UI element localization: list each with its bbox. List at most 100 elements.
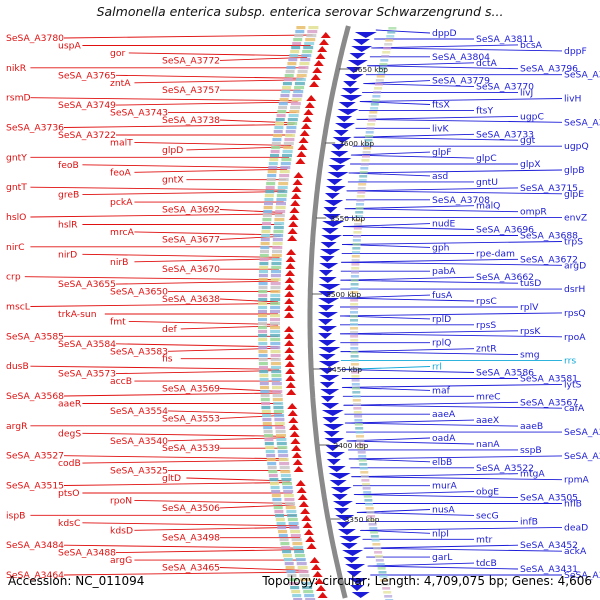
genome-backbone-arc xyxy=(307,25,351,599)
feature-track-a xyxy=(293,598,303,600)
label-connector xyxy=(368,565,519,570)
gene-label-nirc: nirC xyxy=(6,242,25,253)
feature-track-c xyxy=(367,119,376,122)
gene-arrow-right xyxy=(350,585,364,591)
gene-label-asd: asd xyxy=(432,171,448,182)
gene-arrow-right xyxy=(318,277,337,283)
gene-label-ggt: ggt xyxy=(520,135,536,146)
feature-track-a xyxy=(285,566,295,570)
feature-track-c xyxy=(356,203,364,206)
feature-track-b xyxy=(272,246,283,250)
feature-track-a xyxy=(272,138,282,142)
feature-track-b xyxy=(287,514,298,518)
gene-label-sesa-a3505: SeSA_A3505 xyxy=(520,493,578,504)
feature-track-b xyxy=(286,126,297,130)
gene-label-lyts: lytS xyxy=(564,379,582,390)
feature-track-a xyxy=(287,574,297,578)
gene-label-sesa-a3554: SeSA_A3554 xyxy=(110,406,168,417)
feature-track-a xyxy=(258,346,268,350)
gene-label-mtr: mtr xyxy=(476,534,493,545)
gene-label-uspa: uspA xyxy=(58,41,81,52)
gene-arrow-left xyxy=(300,508,311,514)
gene-arrow-right xyxy=(318,291,336,297)
gene-arrow-left xyxy=(284,333,295,339)
gene-arrow-left xyxy=(309,557,320,563)
feature-track-b xyxy=(303,46,314,50)
gene-arrow-right xyxy=(326,459,341,465)
feature-track-b xyxy=(290,530,301,534)
feature-track-a xyxy=(261,234,271,238)
feature-track-b xyxy=(300,578,311,582)
gene-label-sesa-a3431: SeSA_A3431 xyxy=(520,564,578,575)
feature-track-c xyxy=(350,291,359,294)
gene-arrow-right xyxy=(320,396,335,402)
label-connector xyxy=(115,549,304,554)
gene-label-crp: crp xyxy=(6,272,21,283)
gene-arrow-left xyxy=(288,221,299,227)
feature-track-c xyxy=(376,563,385,566)
feature-track-c xyxy=(374,551,383,554)
gene-arrow-left xyxy=(311,564,322,570)
feature-track-a xyxy=(270,482,279,486)
label-connector xyxy=(82,164,289,169)
feature-track-a xyxy=(268,470,278,474)
feature-track-b xyxy=(282,482,292,486)
gene-arrow-right xyxy=(324,193,340,199)
feature-track-b xyxy=(291,538,302,542)
gene-arrow-right xyxy=(346,67,362,73)
gene-arrow-right xyxy=(343,81,358,87)
label-connector xyxy=(351,473,519,478)
gene-label-sesa-a3426: SeSA_A3426 xyxy=(564,570,600,581)
feature-track-b xyxy=(283,490,294,494)
feature-track-a xyxy=(262,414,272,418)
feature-track-a xyxy=(281,546,291,550)
feature-track-a xyxy=(260,246,270,250)
feature-track-b xyxy=(282,150,293,154)
gene-arrow-left xyxy=(286,389,297,395)
gene-label-secg: secG xyxy=(476,510,499,521)
feature-track-a xyxy=(290,50,300,54)
feature-track-c xyxy=(360,163,369,166)
gene-arrow-left xyxy=(285,270,295,276)
gene-label-sesa-a3583: SeSA_A3583 xyxy=(110,346,168,357)
feature-track-b xyxy=(298,66,309,70)
gene-label-sesa-a3638: SeSA_A3638 xyxy=(162,294,220,305)
gene-arrow-right xyxy=(344,74,364,80)
gene-label-glpx: glpX xyxy=(520,159,541,170)
gene-arrow-left xyxy=(285,382,296,388)
feature-track-a xyxy=(280,94,290,98)
feature-track-b xyxy=(287,118,298,122)
feature-track-b xyxy=(270,358,281,362)
feature-track-b xyxy=(270,302,281,306)
gene-arrow-right xyxy=(349,53,366,59)
gene-arrow-right xyxy=(332,501,353,507)
gene-label-rpon: rpoN xyxy=(110,495,132,506)
feature-track-b xyxy=(293,90,304,94)
feature-track-a xyxy=(259,254,269,258)
gene-label-acka: ackA xyxy=(564,546,587,557)
feature-track-a xyxy=(259,378,269,382)
gene-label-sesa-a3465: SeSA_A3465 xyxy=(162,563,220,574)
feature-track-c xyxy=(378,67,387,70)
label-connector xyxy=(219,209,283,213)
feature-track-b xyxy=(307,30,318,34)
feature-track-a xyxy=(283,78,293,82)
feature-track-c xyxy=(352,243,361,246)
feature-track-b xyxy=(274,418,285,422)
label-connector xyxy=(360,98,563,102)
gene-arrow-left xyxy=(292,179,303,185)
feature-track-c xyxy=(362,487,371,490)
gene-label-glpc: glpC xyxy=(476,153,497,164)
gene-label-def: def xyxy=(162,324,177,335)
feature-track-c xyxy=(374,555,383,558)
right-label-connectors xyxy=(339,29,563,576)
feature-track-c xyxy=(362,151,371,154)
gene-arrow-left xyxy=(303,529,314,535)
feature-track-a xyxy=(262,422,272,426)
gene-label-tdcb: tdcB xyxy=(476,558,497,569)
feature-track-c xyxy=(350,343,359,346)
feature-track-b xyxy=(270,310,280,314)
gene-label-sesa-a3780: SeSA_A3780 xyxy=(6,33,64,44)
feature-track-b xyxy=(270,286,281,290)
feature-track-c xyxy=(365,131,374,134)
